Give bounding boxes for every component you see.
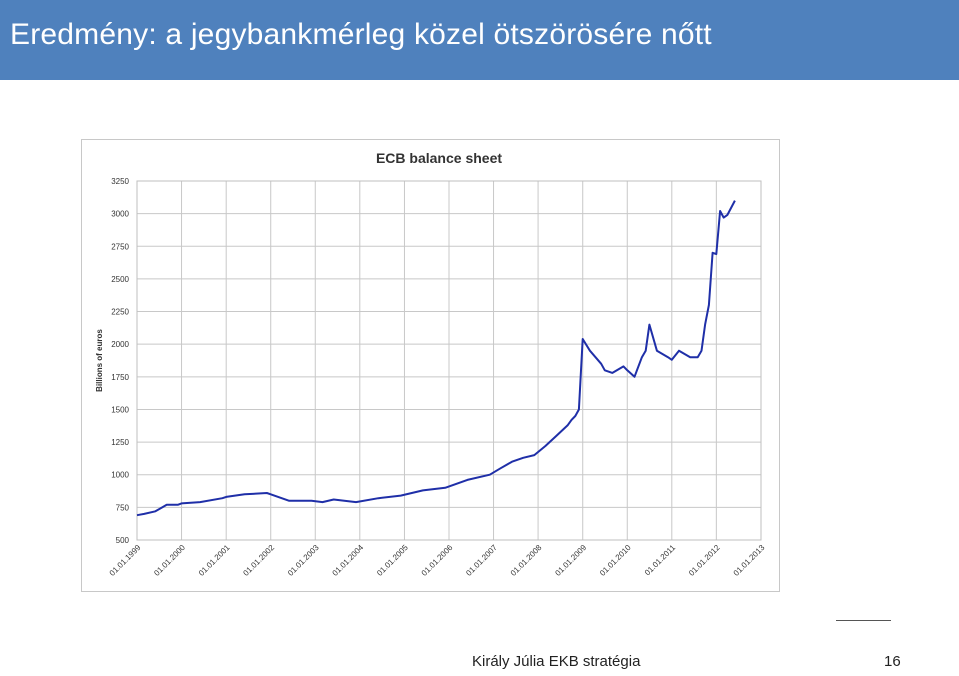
y-tick-label: 1000 xyxy=(111,471,129,480)
x-tick-label: 01.01.2002 xyxy=(241,543,276,578)
y-tick-label: 2500 xyxy=(111,275,129,284)
x-tick-label: 01.01.2000 xyxy=(152,543,187,578)
y-tick-label: 3250 xyxy=(111,177,129,186)
x-tick-label: 01.01.2007 xyxy=(464,543,499,578)
footer-divider xyxy=(836,620,891,621)
x-tick-label: 01.01.2005 xyxy=(375,543,410,578)
y-tick-label: 3000 xyxy=(111,210,129,219)
x-tick-label: 01.01.1999 xyxy=(108,543,143,578)
x-tick-label: 01.01.2008 xyxy=(509,543,544,578)
x-tick-label: 01.01.2006 xyxy=(420,543,455,578)
y-tick-label: 750 xyxy=(116,503,130,512)
chart-frame: ECB balance sheet 500 750 1000 1250 1500 1750 2… xyxy=(81,139,780,592)
x-tick-label: 01.01.2013 xyxy=(732,543,767,578)
y-tick-label: 2250 xyxy=(111,308,129,317)
x-tick-label: 01.01.2009 xyxy=(553,543,588,578)
page-number: 16 xyxy=(884,653,901,670)
footer-author: Király Júlia EKB stratégia xyxy=(472,653,641,670)
ecb-balance-sheet-chart: ECB balance sheet 500 750 1000 1250 1500 1750 2… xyxy=(95,150,767,578)
title-bar: Eredmény: a jegybankmérleg közel ötszörö… xyxy=(0,0,959,80)
x-tick-label: 01.01.2012 xyxy=(687,543,722,578)
y-tick-label: 1500 xyxy=(111,405,129,414)
y-axis-label: Billions of euros xyxy=(95,329,104,392)
x-tick-label: 01.01.2011 xyxy=(643,543,678,578)
y-tick-label: 1750 xyxy=(111,373,129,382)
y-tick-label: 2750 xyxy=(111,242,129,251)
x-tick-label: 01.01.2003 xyxy=(286,543,321,578)
y-tick-label: 500 xyxy=(116,536,130,545)
plot-area-border xyxy=(136,180,762,541)
x-tick-label: 01.01.2001 xyxy=(197,543,232,578)
x-tick-label: 01.01.2010 xyxy=(598,543,633,578)
balance-sheet-series-line xyxy=(136,200,736,517)
y-tick-label: 1250 xyxy=(111,438,129,447)
chart-title: ECB balance sheet xyxy=(376,150,502,166)
y-tick-label: 2000 xyxy=(111,340,129,349)
slide-title: Eredmény: a jegybankmérleg közel ötszörö… xyxy=(10,18,712,51)
x-tick-label: 01.01.2004 xyxy=(331,543,366,578)
